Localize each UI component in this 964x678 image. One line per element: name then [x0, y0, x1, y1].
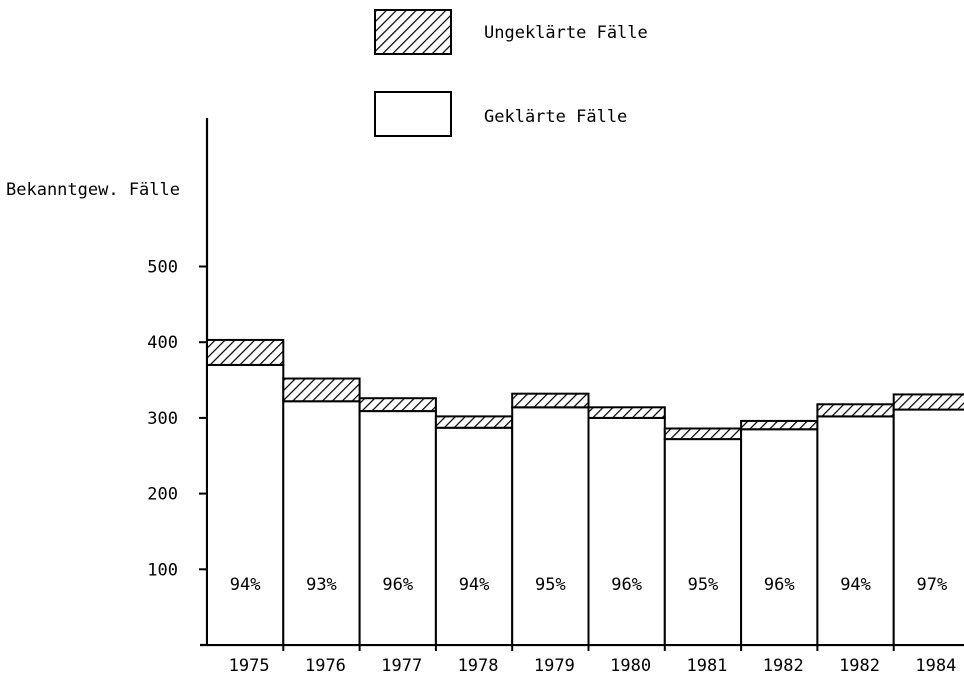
bar-unsolved-1 [282, 377, 361, 403]
x-tick-label-8: 1982 [839, 656, 880, 676]
x-tick-label-2: 1977 [381, 656, 422, 676]
x-tick-label-1: 1976 [305, 656, 346, 676]
bar-solved-1 [282, 400, 361, 646]
y-tick-label: 500 [147, 258, 178, 278]
legend-swatch-hatched [374, 9, 452, 55]
bar-unsolved-5 [587, 406, 666, 419]
bar-solved-4 [511, 406, 590, 646]
bar-solved-8 [816, 415, 895, 646]
percent-label-2: 96% [382, 575, 413, 595]
y-tick-label: 300 [147, 409, 178, 429]
bar-solved-7 [740, 428, 819, 646]
percent-label-6: 95% [688, 575, 719, 595]
bar-unsolved-9 [892, 393, 964, 411]
percent-label-5: 96% [611, 575, 642, 595]
bar-solved-3 [434, 426, 514, 646]
percent-label-3: 94% [459, 575, 490, 595]
bar-unsolved-0 [206, 338, 285, 366]
x-tick-label-9: 1984 [915, 656, 956, 676]
y-ticks: 100 200 300 400 500 [147, 258, 207, 580]
percent-label-9: 97% [916, 575, 947, 595]
x-tick-label-7: 1982 [763, 656, 804, 676]
y-tick-label: 200 [147, 485, 178, 505]
bar-solved-6 [663, 438, 743, 647]
legend-swatch-plain [374, 91, 452, 137]
x-tick-label-0: 1975 [229, 656, 270, 676]
bar-solved-5 [587, 416, 666, 646]
y-tick-label: 100 [147, 560, 178, 580]
bar-unsolved-7 [740, 419, 819, 431]
bar-solved-0 [206, 363, 285, 646]
legend-label-solved: Geklärte Fälle [484, 107, 627, 127]
x-tick-label-6: 1981 [686, 656, 727, 676]
x-tick-label-3: 1978 [458, 656, 499, 676]
x-tick-label-4: 1979 [534, 656, 575, 676]
bar-solved-2 [358, 410, 437, 646]
bar-unsolved-8 [816, 403, 895, 418]
bar-unsolved-6 [663, 427, 743, 441]
x-tick-label-5: 1980 [610, 656, 651, 676]
bar-unsolved-2 [358, 397, 437, 413]
bars [206, 338, 964, 647]
y-tick-label: 400 [147, 333, 178, 353]
category-labels: 1975 1976 1977 1978 1979 1980 1981 1982 1982 1984 [229, 645, 956, 676]
legend: Ungeklärte Fälle Geklärte Fälle [374, 9, 648, 137]
legend-label-unsolved: Ungeklärte Fälle [484, 23, 648, 43]
percent-label-8: 94% [840, 575, 871, 595]
y-axis-label: Bekanntgew. Fälle [6, 180, 180, 200]
bar-solved-9 [892, 408, 964, 646]
bar-unsolved-4 [511, 392, 590, 409]
percent-labels: 94% 93% 96% 94% 95% 96% 95% 96% 94% 97% [230, 575, 947, 595]
percent-label-0: 94% [230, 575, 261, 595]
percent-label-1: 93% [306, 575, 337, 595]
percent-label-7: 96% [764, 575, 795, 595]
bar-unsolved-3 [434, 415, 514, 429]
percent-label-4: 95% [535, 575, 566, 595]
